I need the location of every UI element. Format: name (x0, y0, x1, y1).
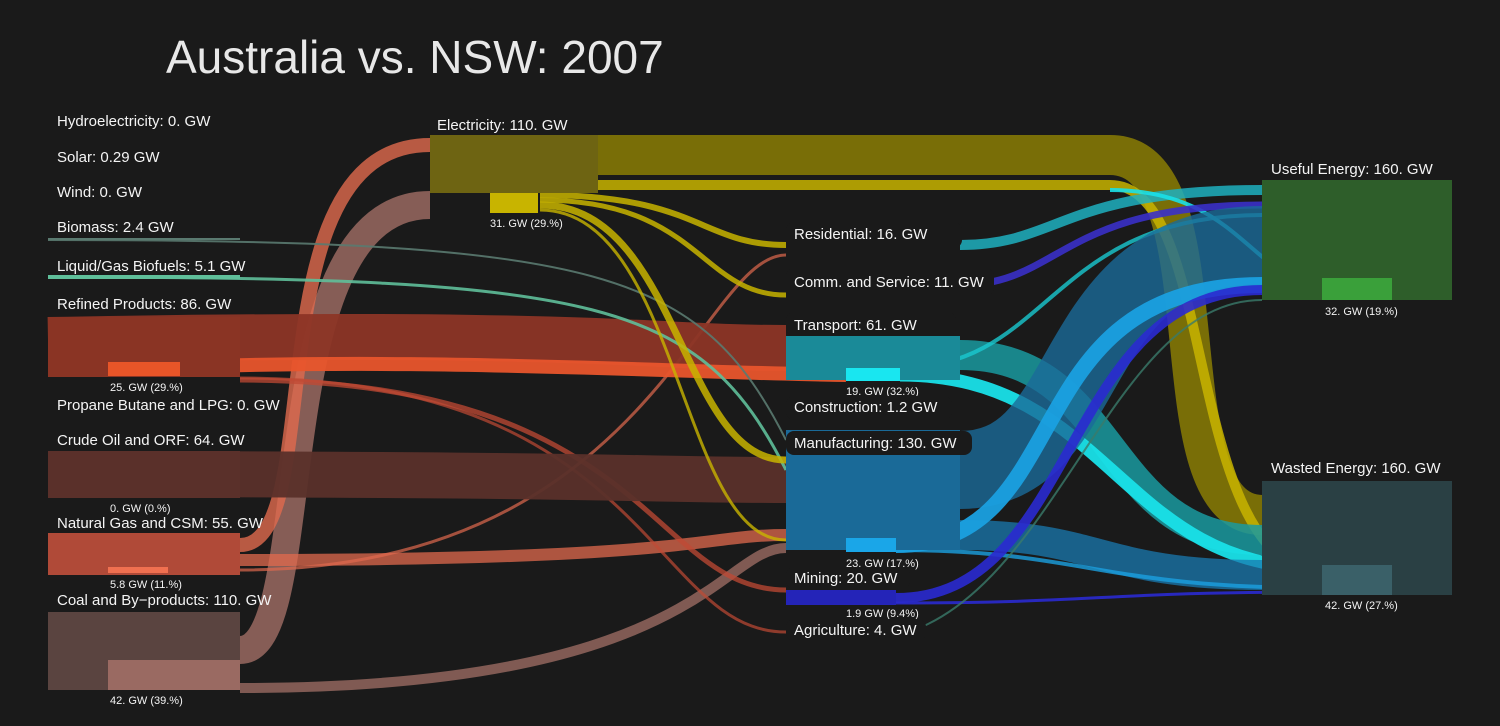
flow-electricity-to-residential (539, 192, 787, 248)
chart-title: Australia vs. NSW: 2007 (166, 31, 664, 83)
node-electricity[interactable] (430, 135, 598, 193)
node-transport-nsw[interactable] (846, 368, 900, 381)
label-bg-commercial (786, 268, 994, 296)
nsw-useful: 32. GW (19.%) (1325, 306, 1398, 318)
flow-electricity-to-commercial (539, 197, 787, 298)
nsw-crude: 0. GW (0.%) (110, 503, 171, 515)
flow-transport-to-wasted-nsw (899, 368, 1323, 575)
flow-mining-out (895, 285, 1263, 603)
node-wasted-nsw[interactable] (1322, 565, 1392, 595)
flow-residential-out (959, 185, 1263, 250)
node-useful-nsw[interactable] (1322, 278, 1392, 300)
node-refined-nsw[interactable] (108, 362, 180, 376)
node-gas-nsw[interactable] (108, 567, 168, 573)
nsw-mining: 1.9 GW (9.4%) (846, 608, 919, 620)
flow-coal-to-electricity (237, 191, 431, 664)
node-coal-nsw[interactable] (108, 660, 240, 690)
label-hydro: Hydroelectricity: 0. GW (57, 113, 211, 130)
nsw-electricity: 31. GW (29.%) (490, 218, 563, 230)
label-wind: Wind: 0. GW (57, 184, 143, 201)
sector-labels: Residential: 16. GW Comm. and Service: 1… (786, 222, 994, 641)
label-agriculture: Agriculture: 4. GW (794, 622, 917, 639)
label-solar: Solar: 0.29 GW (57, 149, 160, 166)
node-electricity-nsw[interactable] (490, 193, 538, 213)
flow-refined-to-transport (47, 313, 787, 371)
label-gas: Natural Gas and CSM: 55. GW (57, 515, 264, 532)
nsw-transport: 19. GW (32.%) (846, 386, 919, 398)
label-refined: Refined Products: 86. GW (57, 296, 232, 313)
label-crude: Crude Oil and ORF: 64. GW (57, 432, 245, 449)
flow-crude-to-manufacturing (47, 451, 787, 503)
label-commercial: Comm. and Service: 11. GW (794, 274, 985, 291)
label-mining: Mining: 20. GW (794, 570, 898, 587)
node-mining[interactable] (786, 590, 896, 605)
label-electricity: Electricity: 110. GW (437, 117, 568, 134)
electricity-labels: Electricity: 110. GW 31. GW (29.%) (437, 117, 568, 230)
flow-electricity-to-manufacturing (539, 201, 787, 464)
label-bg-agriculture (786, 619, 926, 641)
flow-manufacturing-nsw-wasted (895, 548, 1323, 590)
label-coal: Coal and By−products: 110. GW (57, 592, 272, 609)
label-manufacturing: Manufacturing: 130. GW (794, 435, 957, 452)
flow-electricity-to-mining (539, 208, 787, 542)
label-useful: Useful Energy: 160. GW (1271, 161, 1434, 178)
node-biofuels[interactable] (48, 275, 240, 279)
flow-transport-to-wasted (959, 340, 1263, 555)
label-bg-construction (786, 396, 952, 420)
node-manufacturing-nsw[interactable] (846, 538, 896, 552)
label-bg-transport (786, 312, 956, 336)
label-construction: Construction: 1.2 GW (794, 399, 938, 416)
nsw-gas: 5.8 GW (11.%) (110, 579, 182, 591)
flow-biofuels (47, 275, 788, 471)
node-crude[interactable] (48, 451, 240, 498)
label-residential: Residential: 16. GW (794, 226, 928, 243)
nsw-coal: 42. GW (39.%) (110, 695, 183, 707)
flow-mining-wasted (895, 590, 1323, 605)
label-transport: Transport: 61. GW (794, 317, 918, 334)
flow-gas-to-residential (239, 253, 787, 572)
flow-gas-to-manufacturing (239, 529, 787, 566)
sink-labels: Useful Energy: 160. GW 32. GW (19.%) Was… (1271, 161, 1441, 612)
flow-agriculture-out (859, 299, 1263, 641)
flow-manufacturing-nsw (895, 277, 1263, 553)
label-wasted: Wasted Energy: 160. GW (1271, 460, 1441, 477)
flow-refined-to-agriculture (239, 376, 787, 634)
label-bg-manufacturing (786, 431, 972, 455)
label-biofuels: Liquid/Gas Biofuels: 5.1 GW (57, 258, 246, 275)
nsw-refined: 25. GW (29.%) (110, 382, 183, 394)
label-biomass: Biomass: 2.4 GW (57, 219, 175, 236)
node-biomass[interactable] (48, 238, 240, 240)
flow-commercial-out (959, 201, 1263, 289)
flow-coal-to-manufacturing (239, 543, 787, 693)
label-bg-residential (786, 222, 962, 248)
nsw-wasted: 42. GW (27.%) (1325, 600, 1398, 612)
label-bg-mining (786, 567, 910, 589)
flow-biomass (47, 239, 787, 441)
source-labels: Hydroelectricity: 0. GW Solar: 0.29 GW W… (57, 113, 280, 707)
label-lpg: Propane Butane and LPG: 0. GW (57, 397, 280, 414)
